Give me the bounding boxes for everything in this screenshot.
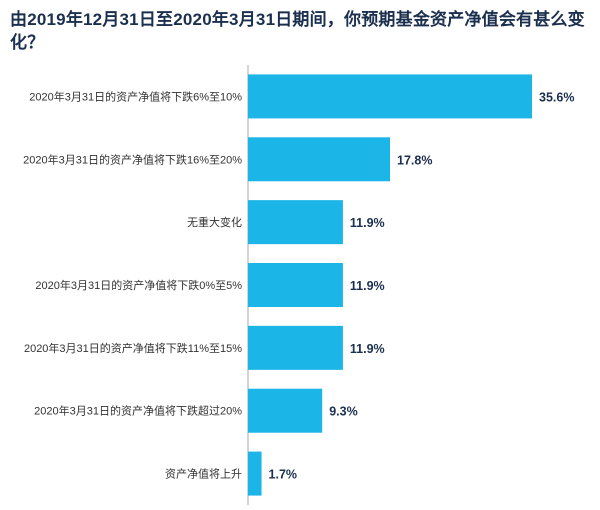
bar (248, 137, 390, 182)
chart-title: 由2019年12月31日至2020年3月31日期间，你预期基金资产净值会有甚么变… (10, 10, 585, 52)
bars-group: 2020年3月31日的资产净值将下跌6%至10% 35.6% 2020年3月31日的… (23, 74, 574, 496)
category-label: 2020年3月31日的资产净值将下跌16%至20% (23, 152, 242, 166)
category-label: 2020年3月31日的资产净值将下跌6%至10% (29, 89, 242, 103)
bar (248, 263, 343, 307)
value-label: 11.9% (350, 279, 385, 293)
value-label: 1.7% (269, 468, 298, 482)
category-label: 资产净值将上升 (165, 467, 242, 481)
bar (248, 325, 343, 370)
bar (248, 74, 532, 119)
category-label: 2020年3月31日的资产净值将下跌超过20% (34, 404, 242, 418)
bar (248, 388, 323, 433)
bar (248, 200, 343, 245)
value-label: 35.6% (539, 90, 574, 104)
value-label: 17.8% (397, 153, 432, 167)
value-label: 11.9% (350, 216, 385, 230)
value-label: 9.3% (329, 405, 358, 419)
value-label: 11.9% (350, 342, 385, 356)
category-label: 无重大变化 (187, 215, 242, 229)
category-label: 2020年3月31日的资产净值将下跌11%至15% (24, 341, 242, 355)
category-label: 2020年3月31日的资产净值将下跌0%至5% (35, 278, 242, 292)
bar (248, 451, 262, 496)
